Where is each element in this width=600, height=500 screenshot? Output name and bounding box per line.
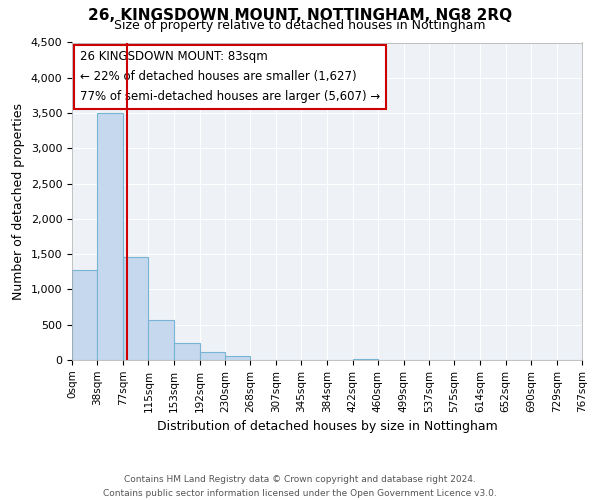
Bar: [225, 356, 250, 360]
Bar: [72, 270, 97, 360]
Y-axis label: Number of detached properties: Number of detached properties: [12, 103, 25, 300]
Bar: [123, 257, 148, 360]
Bar: [200, 352, 225, 360]
Text: 26, KINGSDOWN MOUNT, NOTTINGHAM, NG8 2RQ: 26, KINGSDOWN MOUNT, NOTTINGHAM, NG8 2RQ: [88, 8, 512, 22]
Text: 26 KINGSDOWN MOUNT: 83sqm
← 22% of detached houses are smaller (1,627)
77% of se: 26 KINGSDOWN MOUNT: 83sqm ← 22% of detac…: [80, 50, 380, 104]
Bar: [174, 343, 200, 360]
Bar: [97, 113, 123, 360]
Text: Size of property relative to detached houses in Nottingham: Size of property relative to detached ho…: [114, 19, 486, 32]
Bar: [353, 358, 378, 360]
X-axis label: Distribution of detached houses by size in Nottingham: Distribution of detached houses by size …: [157, 420, 497, 433]
Bar: [148, 320, 174, 360]
Text: Contains HM Land Registry data © Crown copyright and database right 2024.
Contai: Contains HM Land Registry data © Crown c…: [103, 476, 497, 498]
